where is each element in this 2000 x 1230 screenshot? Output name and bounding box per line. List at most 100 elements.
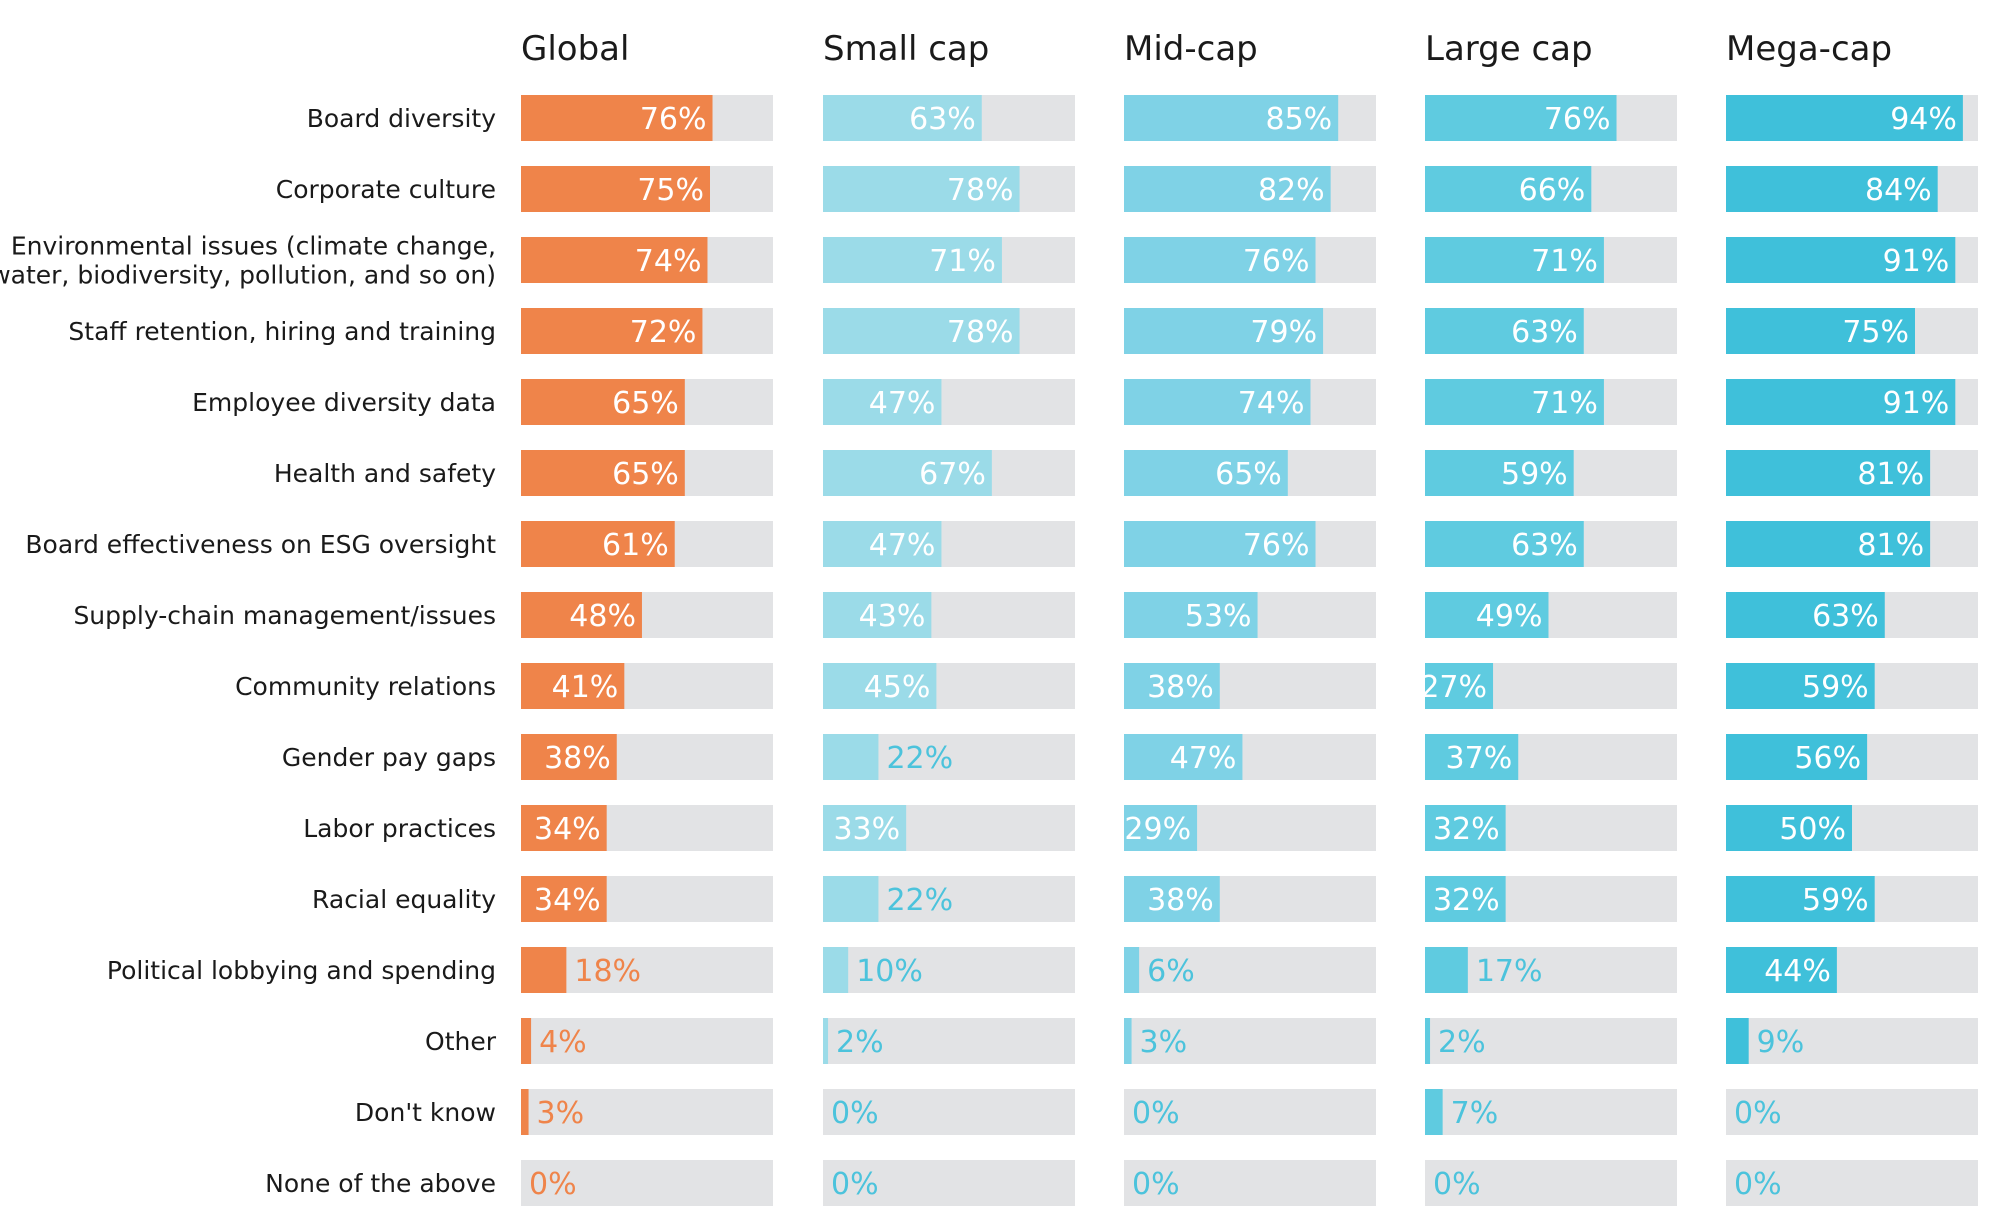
bar	[823, 1018, 829, 1064]
data-label: 44%	[1764, 954, 1831, 989]
category-label: Environmental issues (climate change, wat…	[0, 232, 496, 290]
data-label: 59%	[1802, 670, 1869, 705]
data-label: 65%	[1215, 457, 1282, 492]
bar	[1425, 521, 1584, 567]
data-label: 0%	[1734, 1096, 1782, 1131]
bar-track	[521, 1018, 773, 1064]
data-label: 6%	[1147, 954, 1195, 989]
data-label: 45%	[864, 670, 931, 705]
data-label: 34%	[534, 812, 601, 847]
data-label: 91%	[1883, 244, 1950, 279]
column-header-global: Global	[521, 29, 629, 69]
data-label: 0%	[831, 1096, 879, 1131]
bar	[1124, 663, 1220, 709]
bar	[1726, 521, 1931, 567]
bar	[1425, 1018, 1431, 1064]
bar	[521, 95, 713, 141]
data-label: 17%	[1476, 954, 1543, 989]
category-label: Other	[425, 1027, 497, 1056]
bar-track	[1124, 1160, 1376, 1206]
data-label: 43%	[859, 599, 926, 634]
data-label: 0%	[831, 1167, 879, 1202]
data-label: 0%	[1132, 1096, 1180, 1131]
category-label: Employee diversity data	[192, 388, 496, 417]
bar	[1726, 95, 1963, 141]
bar	[1726, 734, 1868, 780]
bar-track	[1124, 1018, 1376, 1064]
data-label: 74%	[635, 244, 702, 279]
category-label: Staff retention, hiring and training	[68, 317, 496, 346]
bar	[823, 805, 907, 851]
data-label: 33%	[833, 812, 900, 847]
bar-track	[1425, 1160, 1677, 1206]
data-label: 27%	[1420, 670, 1487, 705]
data-label: 32%	[1433, 812, 1500, 847]
bar	[1726, 592, 1885, 638]
data-label: 76%	[1544, 102, 1611, 137]
category-label: Racial equality	[312, 885, 496, 914]
bar	[1425, 95, 1617, 141]
data-label: 63%	[1511, 315, 1578, 350]
bar	[521, 805, 607, 851]
bar	[823, 663, 937, 709]
bar	[1124, 521, 1316, 567]
data-label: 9%	[1757, 1025, 1805, 1060]
data-label: 84%	[1865, 173, 1932, 208]
data-label: 67%	[919, 457, 986, 492]
bar	[1726, 876, 1875, 922]
series-large-cap: 76% 66% 71% 63% 71% 59% 63% 49% 27% 37% 32% 32% 17% 2…	[1420, 95, 1677, 1206]
bar	[1726, 166, 1938, 212]
data-label: 59%	[1501, 457, 1568, 492]
bar	[1124, 734, 1243, 780]
bar-track	[823, 947, 1075, 993]
data-label: 38%	[544, 741, 611, 776]
bar	[1124, 1018, 1132, 1064]
data-label: 41%	[552, 670, 619, 705]
data-label: 71%	[929, 244, 996, 279]
bar	[521, 947, 567, 993]
data-label: 94%	[1890, 102, 1957, 137]
data-label: 50%	[1779, 812, 1846, 847]
bars: 76% 75% 74% 72% 65% 65% 61% 48% 41% 38% 34% 34% 18% 4…	[521, 95, 1978, 1206]
data-label: 71%	[1531, 244, 1598, 279]
bar	[823, 592, 932, 638]
column-header-mega-cap: Mega-cap	[1726, 29, 1892, 69]
data-label: 38%	[1147, 670, 1214, 705]
data-label: 65%	[612, 386, 679, 421]
column-header-small-cap: Small cap	[823, 29, 989, 69]
category-label: Community relations	[235, 672, 496, 701]
data-label: 0%	[529, 1167, 577, 1202]
category-label: Health and safety	[274, 459, 496, 488]
data-label: 48%	[569, 599, 636, 634]
series-mega-cap: 94% 84% 91% 75% 91% 81% 81% 63% 59% 56% 50% 59% 44% 9…	[1726, 95, 1978, 1206]
bar	[521, 592, 642, 638]
data-label: 18%	[574, 954, 641, 989]
column-header-large-cap: Large cap	[1425, 29, 1593, 69]
data-label: 59%	[1802, 883, 1869, 918]
category-label: Don't know	[355, 1098, 496, 1127]
bar	[1726, 947, 1837, 993]
bar-track	[1726, 1089, 1978, 1135]
data-label: 4%	[539, 1025, 587, 1060]
bar	[1124, 876, 1220, 922]
data-label: 81%	[1857, 528, 1924, 563]
data-label: 63%	[1511, 528, 1578, 563]
bar-track	[823, 1160, 1075, 1206]
data-label: 34%	[534, 883, 601, 918]
bar	[1425, 450, 1574, 496]
data-label: 76%	[1243, 528, 1310, 563]
bar-track	[521, 1089, 773, 1135]
bar	[1425, 237, 1604, 283]
bar	[1425, 876, 1506, 922]
data-label: 10%	[856, 954, 923, 989]
category-label: Political lobbying and spending	[107, 956, 496, 985]
data-label: 78%	[947, 173, 1014, 208]
bar	[1726, 663, 1875, 709]
bar-track	[1726, 1160, 1978, 1206]
data-label: 22%	[886, 883, 953, 918]
bar	[521, 450, 685, 496]
category-label: None of the above	[265, 1169, 496, 1198]
bar	[1425, 947, 1468, 993]
bar-track	[1124, 947, 1376, 993]
